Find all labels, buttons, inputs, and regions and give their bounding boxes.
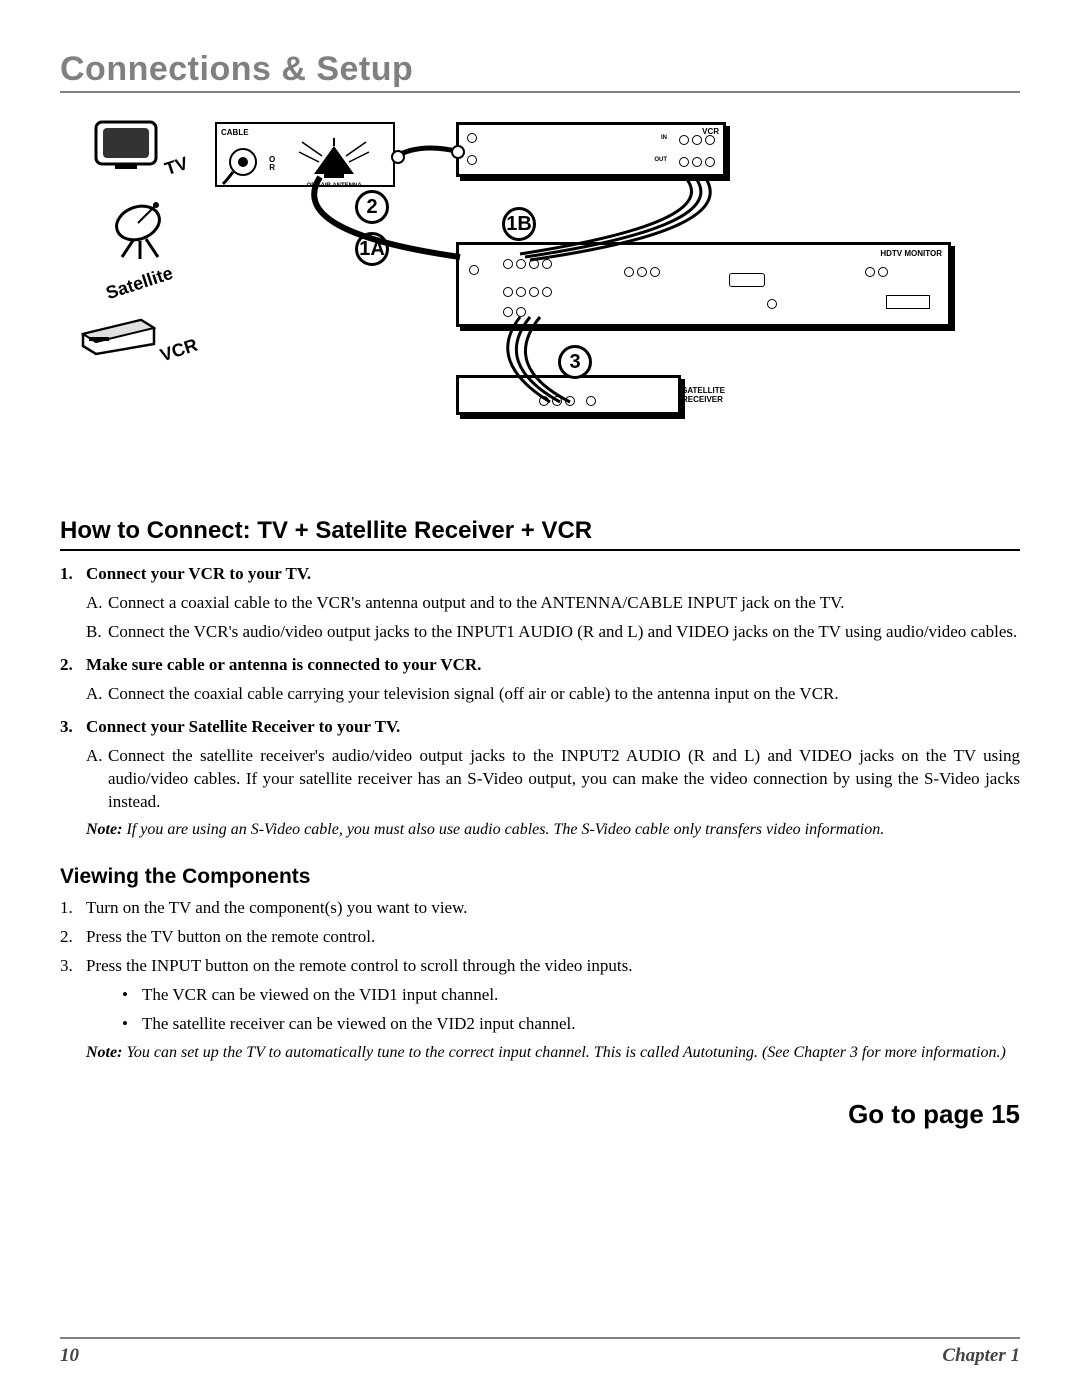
vcr-label: VCR xyxy=(158,335,201,367)
vcr-icon-group: VCR xyxy=(80,316,200,361)
cable-antenna-box: CABLE O R OFF- xyxy=(215,122,395,187)
step-number: 2. xyxy=(60,654,86,677)
cable-label: CABLE xyxy=(221,128,389,137)
substep-text: Connect a coaxial cable to the VCR's ant… xyxy=(108,592,844,615)
antenna-icon xyxy=(294,138,374,178)
step-1b-marker: 1B xyxy=(502,207,536,241)
view-step-text: Turn on the TV and the component(s) you … xyxy=(86,897,468,920)
vcr-icon xyxy=(81,316,156,356)
chapter-label: Chapter 1 xyxy=(942,1345,1020,1367)
hdtv-monitor-device: HDTV MONITOR xyxy=(456,242,951,327)
view-step-text: Press the INPUT button on the remote con… xyxy=(86,955,632,978)
cable-plug-icon xyxy=(221,142,265,186)
connect-instructions: 1. Connect your VCR to your TV. A.Connec… xyxy=(60,563,1020,841)
page-title: Connections & Setup xyxy=(60,50,1020,93)
step-number: 1. xyxy=(60,563,86,586)
step-1a-marker: 1A xyxy=(355,232,389,266)
substep-text: Connect the satellite receiver's audio/v… xyxy=(108,745,1020,814)
note-text: Note: If you are using an S-Video cable,… xyxy=(86,819,1020,841)
vcr-device: VCR IN OUT xyxy=(456,122,726,177)
goto-page: Go to page 15 xyxy=(60,1099,1020,1130)
satellite-label: Satellite xyxy=(104,263,176,304)
page-number: 10 xyxy=(60,1345,79,1367)
bullet-text: The satellite receiver can be viewed on … xyxy=(142,1013,575,1036)
subheading-viewing: Viewing the Components xyxy=(60,865,1020,889)
step-title: Make sure cable or antenna is connected … xyxy=(86,654,481,677)
tv-icon xyxy=(91,117,161,172)
viewing-instructions: 1.Turn on the TV and the component(s) yo… xyxy=(60,897,1020,1063)
view-step-text: Press the TV button on the remote contro… xyxy=(86,926,375,949)
step-number: 3. xyxy=(60,716,86,739)
tv-label: TV xyxy=(163,153,191,180)
section-heading-connect: How to Connect: TV + Satellite Receiver … xyxy=(60,517,1020,551)
satellite-icon xyxy=(110,199,170,264)
cable-2-icon xyxy=(280,172,480,292)
substep-text: Connect the coaxial cable carrying your … xyxy=(108,683,839,706)
satellite-icon-group: Satellite xyxy=(80,199,200,294)
substep-text: Connect the VCR's audio/video output jac… xyxy=(108,621,1017,644)
note-text: Note: You can set up the TV to automatic… xyxy=(86,1042,1020,1064)
page-footer: 10 Chapter 1 xyxy=(60,1337,1020,1367)
satellite-receiver-device: SATELLITE RECEIVER xyxy=(456,375,681,415)
cable-connection-icon xyxy=(390,137,470,187)
step-title: Connect your Satellite Receiver to your … xyxy=(86,716,400,739)
step-3-marker: 3 xyxy=(558,345,592,379)
connection-diagram: TV Satellite VCR CABLE xyxy=(60,117,1020,497)
step-title: Connect your VCR to your TV. xyxy=(86,563,311,586)
step-2-marker: 2 xyxy=(355,190,389,224)
bullet-text: The VCR can be viewed on the VID1 input … xyxy=(142,984,498,1007)
tv-icon-group: TV xyxy=(80,117,200,177)
